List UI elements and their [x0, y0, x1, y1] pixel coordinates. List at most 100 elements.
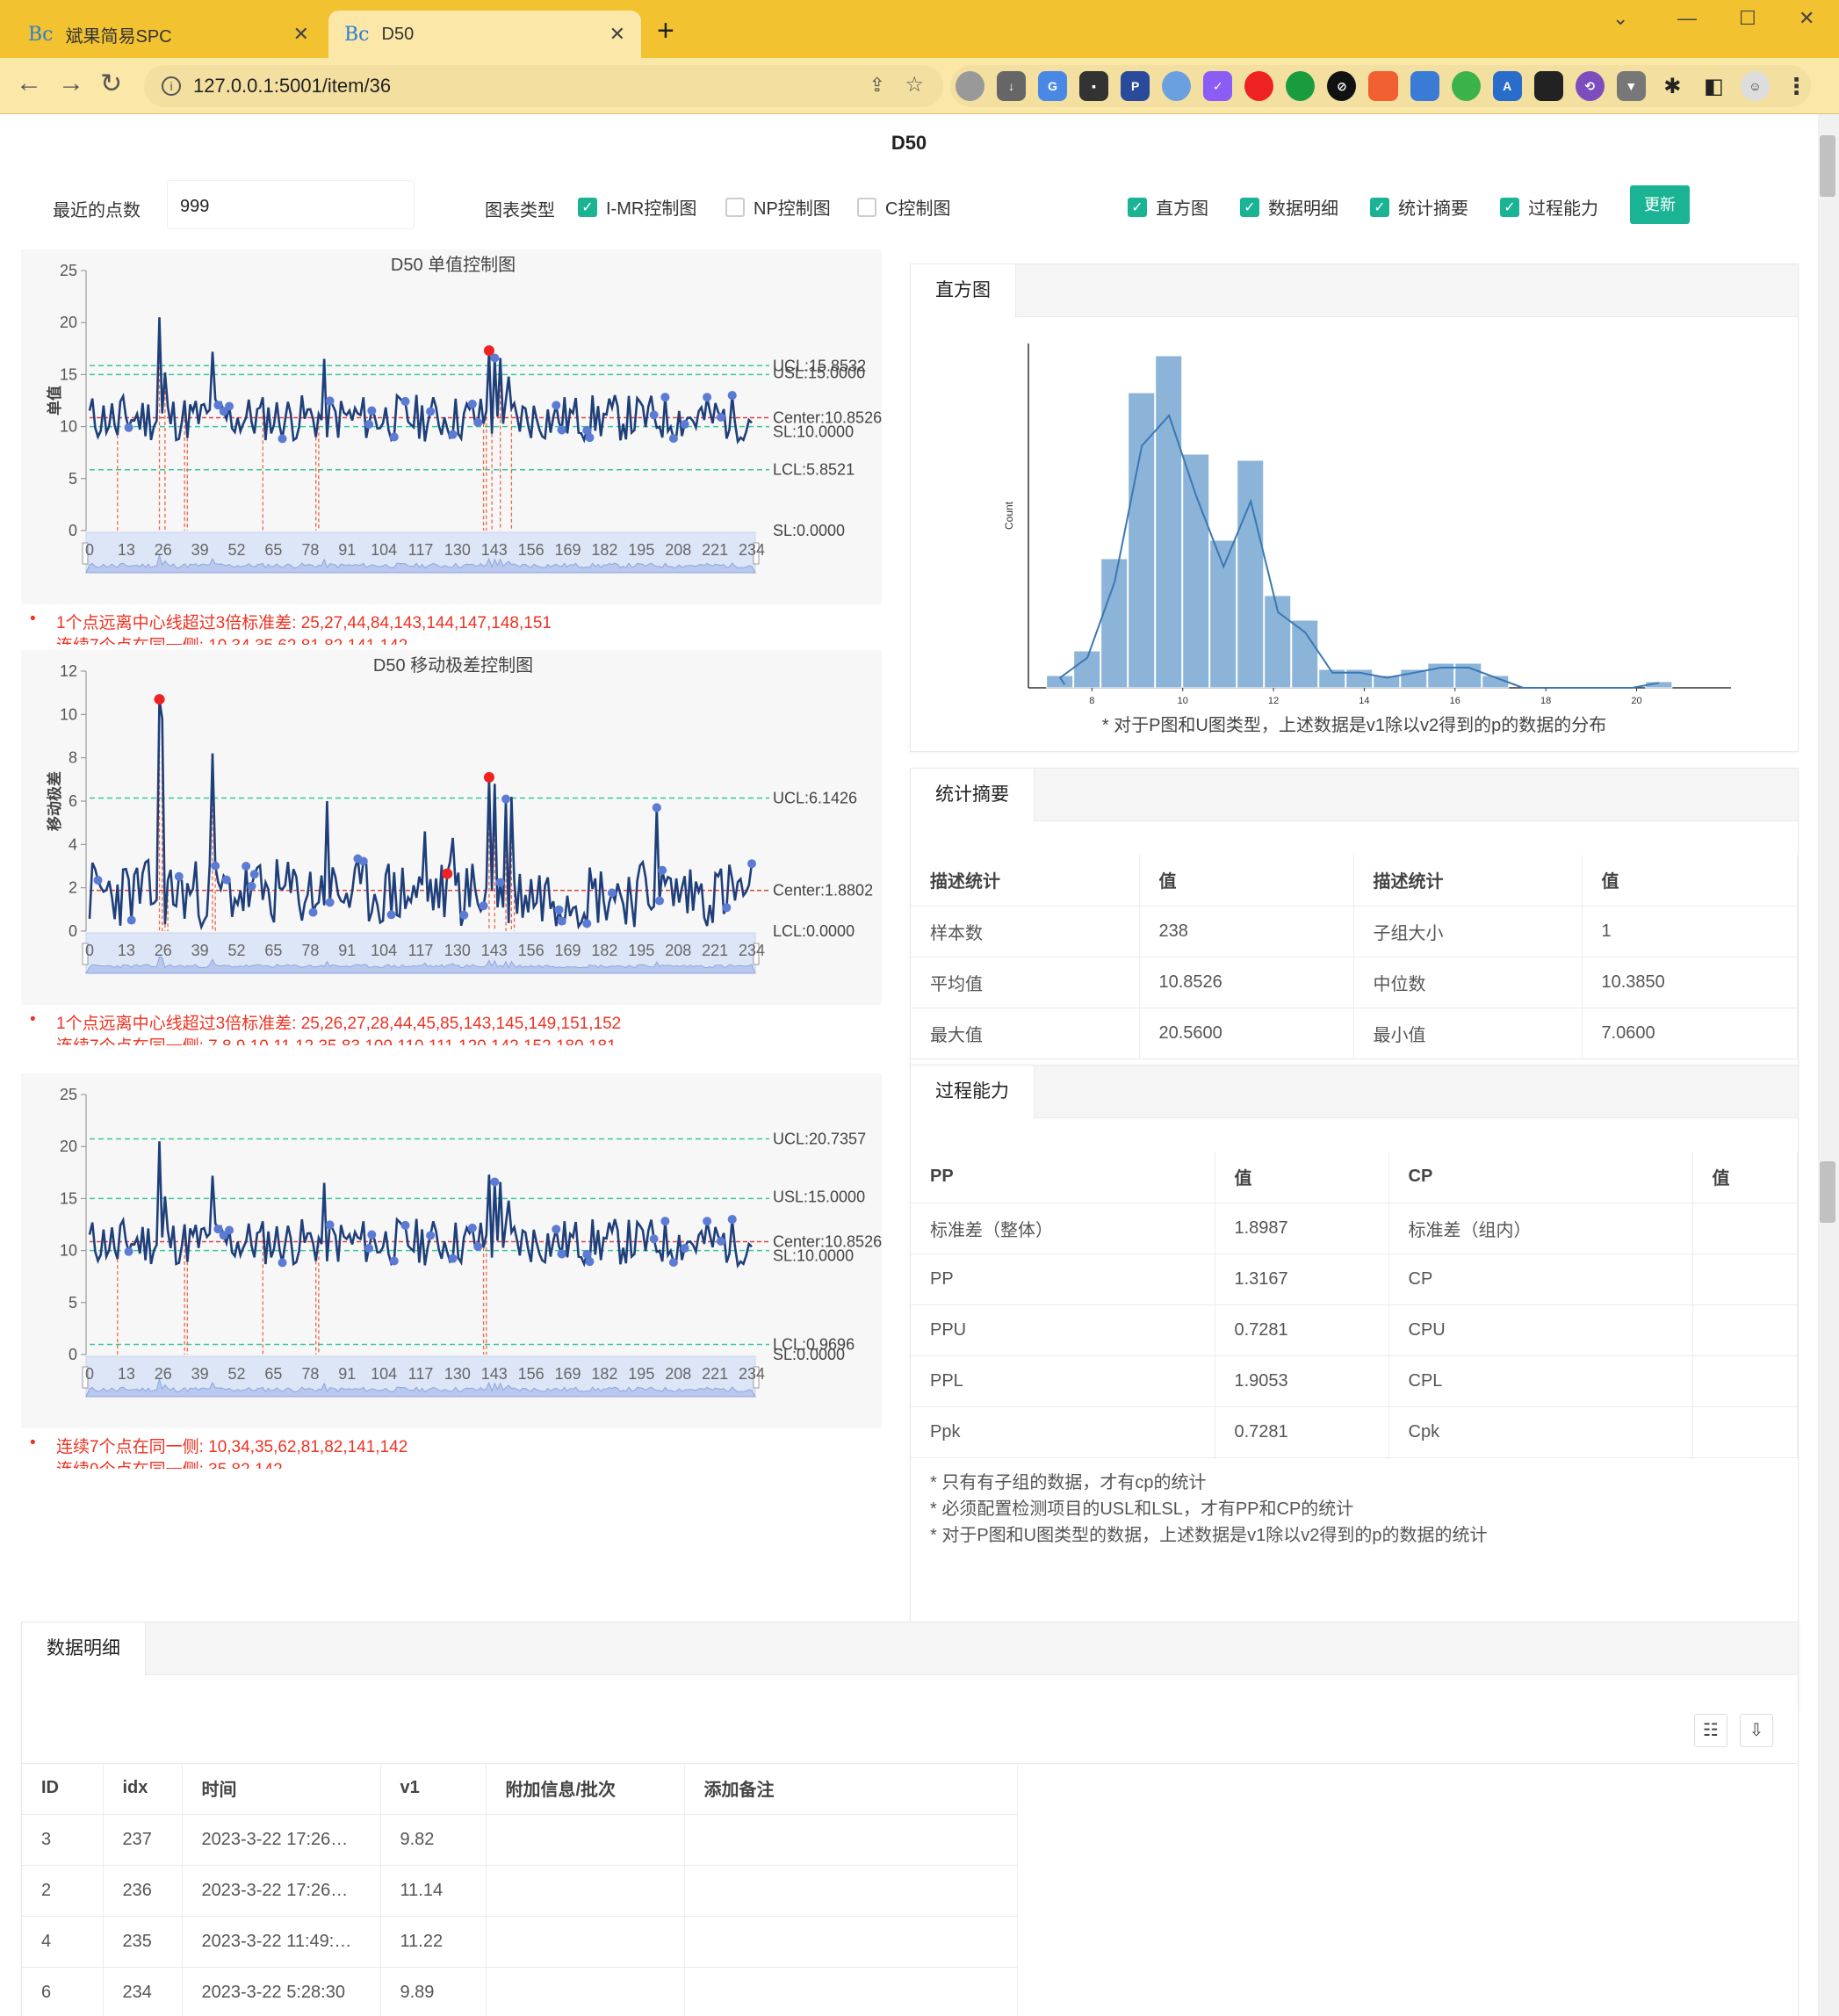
- new-tab-button[interactable]: +: [657, 14, 674, 47]
- cell[interactable]: [486, 1814, 685, 1866]
- extension-icon[interactable]: [956, 71, 985, 101]
- address-bar[interactable]: i 127.0.0.1:5001/item/36 ⇪ ☆: [144, 65, 943, 107]
- scrollbar-thumb[interactable]: [1820, 135, 1835, 197]
- y-tick-label: 10: [60, 1242, 77, 1260]
- y-tick-label: 25: [60, 262, 77, 279]
- table-row: Ppk 0.7281 Cpk: [911, 1406, 1798, 1458]
- extension-icon[interactable]: ▪: [1079, 71, 1109, 101]
- x-tick-label: 221: [702, 541, 728, 559]
- cell[interactable]: [486, 1916, 685, 1968]
- font-icon[interactable]: A: [1492, 71, 1522, 101]
- pdf-icon[interactable]: P: [1121, 71, 1150, 101]
- browser-tab-spc[interactable]: Bc 斌果简易SPC ✕: [12, 11, 325, 58]
- cell: [1692, 1406, 1798, 1458]
- table-row[interactable]: 6 234 2023-3-22 5:28:30 9.89: [22, 1967, 1018, 2016]
- tab-capability[interactable]: 过程能力: [911, 1066, 1035, 1119]
- x-tick-label: 208: [665, 541, 691, 559]
- translate-icon[interactable]: G: [1038, 71, 1068, 101]
- update-button[interactable]: 更新: [1630, 185, 1690, 224]
- tab-details[interactable]: 数据明细: [22, 1622, 146, 1676]
- cell[interactable]: [684, 1967, 1018, 2016]
- x-tick-label: 221: [702, 1365, 728, 1383]
- browser-tab-d50[interactable]: Bc D50 ✕: [328, 11, 641, 58]
- table-row[interactable]: 3 237 2023-3-22 17:26… 9.82: [22, 1814, 1018, 1866]
- alert-text: 1个点远离中心线超过3倍标准差: 25,27,44,84,143,144,147…: [30, 610, 552, 632]
- x-tick-label: 143: [481, 541, 508, 559]
- adblock-icon[interactable]: [1244, 71, 1274, 101]
- reload-icon[interactable]: ↻: [100, 69, 123, 98]
- forward-icon[interactable]: →: [58, 69, 84, 98]
- minimize-icon[interactable]: —: [1677, 7, 1697, 29]
- extension-icon[interactable]: [1286, 71, 1316, 101]
- note-text: * 对于P图和U图类型的数据，上述数据是v1除以v2得到的p的数据的统计: [930, 1526, 1488, 1545]
- checkbox-np[interactable]: NP控制图: [725, 194, 831, 220]
- cell[interactable]: [684, 1916, 1018, 1968]
- site-info-icon[interactable]: i: [162, 76, 181, 96]
- limit-label: LCL:0.9696: [773, 1336, 855, 1354]
- checkbox-summary[interactable]: ✓ 统计摘要: [1370, 194, 1468, 220]
- columns-icon[interactable]: ☷: [1694, 1714, 1727, 1747]
- back-icon[interactable]: ←: [16, 69, 42, 98]
- table-row[interactable]: 4 235 2023-3-22 11:49:… 11.22: [22, 1916, 1018, 1968]
- data-point: [278, 1258, 287, 1268]
- sidepanel-icon[interactable]: ◧: [1704, 74, 1724, 98]
- x-tick-label: 91: [338, 1365, 356, 1383]
- cell[interactable]: [684, 1814, 1018, 1866]
- extension-icon[interactable]: [1451, 71, 1481, 101]
- cell: 10.8526: [1139, 957, 1354, 1008]
- x-tick-label: 130: [444, 1365, 471, 1383]
- table-row: PPL 1.9053 CPL: [911, 1355, 1798, 1407]
- close-tab-icon[interactable]: ✕: [292, 23, 309, 45]
- extension-icon[interactable]: [1410, 71, 1439, 101]
- x-tick-label: 156: [518, 1365, 544, 1383]
- close-tab-icon[interactable]: ✕: [609, 23, 625, 45]
- block-icon[interactable]: ⊘: [1327, 71, 1357, 101]
- cell[interactable]: [684, 1865, 1018, 1917]
- tab-stats[interactable]: 统计摘要: [911, 769, 1035, 822]
- x-tick-label: 234: [739, 541, 765, 559]
- data-point: [213, 1225, 223, 1234]
- x-tick-label: 130: [444, 541, 471, 559]
- data-point: [557, 916, 566, 926]
- data-point: [467, 399, 477, 408]
- recent-points-input[interactable]: 999: [167, 180, 415, 229]
- share-icon[interactable]: ⇪: [869, 74, 885, 96]
- export-icon[interactable]: ⇩: [1740, 1714, 1773, 1747]
- y-tick-label: 6: [69, 792, 77, 810]
- tab-search-icon[interactable]: ⌄: [1612, 7, 1629, 29]
- data-point: [703, 393, 712, 402]
- cell[interactable]: [486, 1865, 685, 1917]
- menu-icon[interactable]: ⋮: [1785, 72, 1808, 99]
- scrollbar-thumb[interactable]: [1820, 1161, 1835, 1223]
- extension-icon[interactable]: ▼: [1616, 71, 1646, 101]
- puzzle-icon[interactable]: ✱: [1663, 74, 1682, 98]
- checkbox-capability[interactable]: ✓ 过程能力: [1500, 194, 1598, 220]
- limit-label: USL:15.0000: [773, 1188, 865, 1205]
- tab-histogram[interactable]: 直方图: [911, 264, 1016, 318]
- y-tick-label: 25: [60, 1086, 77, 1103]
- cell[interactable]: [486, 1967, 685, 2016]
- bookmark-star-icon[interactable]: ☆: [905, 73, 924, 97]
- page-scrollbar[interactable]: [1818, 114, 1839, 2016]
- checkbox-histogram[interactable]: ✓ 直方图: [1128, 194, 1208, 220]
- extension-icon[interactable]: [1162, 71, 1192, 101]
- checkbox-imr[interactable]: ✓ I-MR控制图: [578, 194, 696, 220]
- checkbox-c[interactable]: C控制图: [857, 194, 950, 220]
- x-tick-label: 195: [628, 541, 654, 559]
- table-row[interactable]: 2 236 2023-3-22 17:26… 11.14: [22, 1865, 1018, 1917]
- x-tick-label: 20: [1631, 696, 1641, 704]
- extension-icon[interactable]: [1533, 71, 1563, 101]
- checkbox-details[interactable]: ✓ 数据明细: [1240, 194, 1338, 220]
- download-icon[interactable]: ↓: [997, 71, 1027, 101]
- zoom-handle: [753, 1366, 760, 1389]
- maximize-icon[interactable]: ☐: [1739, 7, 1756, 29]
- close-window-icon[interactable]: ✕: [1799, 7, 1815, 29]
- checkbox-label: NP控制图: [754, 199, 831, 219]
- check-icon[interactable]: ✓: [1203, 71, 1233, 101]
- history-icon[interactable]: ⟲: [1575, 71, 1605, 101]
- y-tick-label: 10: [60, 418, 77, 436]
- avatar[interactable]: ☺: [1740, 71, 1770, 101]
- histogram-bar: [1182, 453, 1210, 689]
- extension-icon[interactable]: [1368, 71, 1398, 101]
